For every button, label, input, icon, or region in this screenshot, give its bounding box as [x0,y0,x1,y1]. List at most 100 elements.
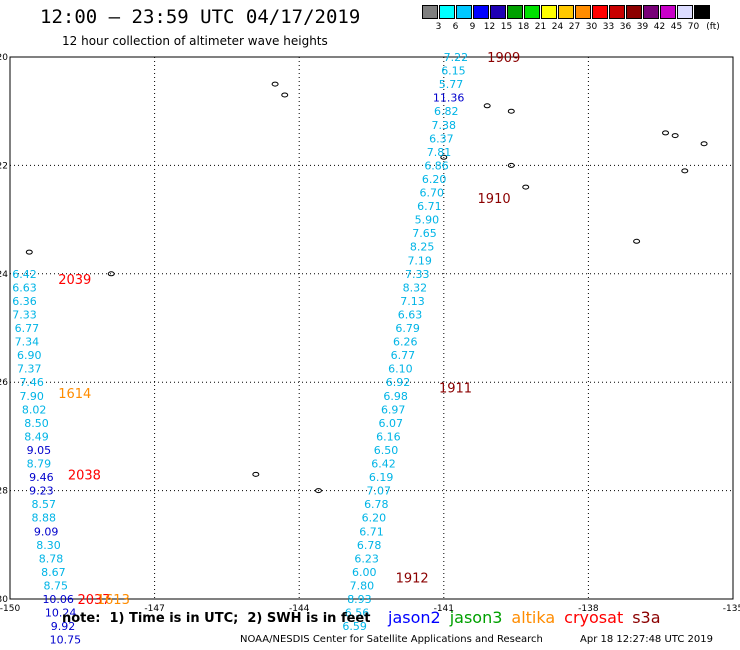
lon-tick-label: -135 [723,604,740,614]
wave-height-value: 6.97 [381,403,406,416]
legend-item-jason2: jason2 [388,608,441,627]
wave-height-value: 8.67 [41,566,66,579]
colorbar-swatch [456,5,472,19]
wave-height-value: 10.75 [50,634,82,647]
track-time-label: 1912 [396,571,429,586]
lat-tick-label: -24 [0,270,8,280]
wave-height-value: 8.02 [22,403,47,416]
wave-height-value: 6.82 [434,105,459,118]
wave-height-value: 6.42 [12,268,37,281]
wave-height-value: 6.10 [388,363,413,376]
wave-height-value: 8.25 [410,241,435,254]
island-outline [662,130,670,136]
colorbar-swatch [490,5,506,19]
wave-height-value: 6.15 [441,65,466,78]
island-outline [522,184,530,190]
wave-height-value: 6.77 [391,349,416,362]
wave-height-value: 6.00 [352,566,377,579]
wave-height-value: 9.09 [34,525,59,538]
colorbar-tick-label: 15 [500,22,513,32]
footer-date: Apr 18 12:27:48 UTC 2019 [580,634,713,645]
track-time-label: 2037 [77,593,110,608]
wave-height-value: 7.80 [350,579,375,592]
colorbar-tick-label: 9 [469,22,476,32]
wave-height-value: 6.92 [386,376,411,389]
wave-height-value: 7.38 [432,119,457,132]
wave-height-value: 8.49 [24,430,49,443]
legend-item-jason3: jason3 [449,608,503,627]
wave-height-value: 6.36 [12,295,37,308]
wave-height-value: 10.24 [45,607,77,620]
lat-tick-label: -22 [0,161,8,171]
colorbar-tick-label: 3 [435,22,442,32]
track-time-label: 2038 [68,468,101,483]
track-time-label: 1909 [487,51,520,66]
colorbar-swatch [643,5,659,19]
island-outline [281,92,289,98]
wave-height-value: 7.34 [15,336,40,349]
lon-tick-label: -141 [434,604,454,614]
colorbar-swatch [524,5,540,19]
wave-height-value: 7.46 [19,376,44,389]
wave-height-value: 8.57 [31,498,56,511]
wave-height-value: 6.42 [371,458,396,471]
island-outline [483,103,491,109]
colorbar [422,5,711,19]
track-time-label: 1613 [97,593,130,608]
wave-height-value: 9.46 [29,471,54,484]
lon-tick-label: -138 [578,604,599,614]
wave-height-value: 6.70 [420,187,445,200]
wave-height-value: 9.23 [29,485,54,498]
colorbar-swatch [439,5,455,19]
wave-height-value: 8.78 [39,552,64,565]
lon-tick-label: -144 [289,604,310,614]
island-outline [700,141,708,147]
colorbar-tick-label: 18 [517,22,530,32]
map-frame [9,56,734,600]
colorbar-tick-label: 27 [568,22,581,32]
wave-height-value: 6.26 [393,336,418,349]
colorbar-swatch [592,5,608,19]
wave-height-value: 7.33 [405,268,430,281]
colorbar-tick-label: 70 [687,22,700,32]
colorbar-swatch [473,5,489,19]
colorbar-swatch [677,5,693,19]
wave-height-value: 8.79 [27,458,52,471]
wave-height-value: 7.90 [19,390,44,403]
wave-height-value: 7.07 [366,485,391,498]
wave-height-value: 8.88 [31,512,56,525]
island-outline [314,488,322,494]
colorbar-swatch [694,5,710,19]
colorbar-swatch [660,5,676,19]
island-outline [271,81,279,87]
colorbar-swatch [541,5,557,19]
island-outline [507,162,515,168]
note-text: note: 1) Time is in UTC; 2) SWH is in fe… [62,611,371,626]
footer-credit: NOAA/NESDIS Center for Satellite Applica… [240,634,543,645]
wave-height-value: 6.56 [345,607,370,620]
island-outline [25,249,33,255]
wave-height-value: 7.37 [17,363,42,376]
lat-tick-label: -26 [0,378,8,388]
wave-height-value: 5.77 [439,78,464,91]
lon-tick-label: -150 [0,604,20,614]
wave-height-value: 6.78 [357,539,382,552]
wave-height-value: 6.90 [17,349,42,362]
wave-height-value: 8.50 [24,417,49,430]
colorbar-tick-label: 42 [653,22,666,32]
wave-height-value: 6.20 [422,173,447,186]
wave-height-value: 6.86 [424,159,449,172]
wave-height-value: 6.19 [369,471,394,484]
track-time-label: 1614 [58,387,91,402]
wave-height-value: 6.20 [362,512,387,525]
colorbar-labels: 3 6 9 12 15 18 21 24 27 30 33 36 39 42 45 70 (ft) [422,22,740,34]
wave-height-value: 6.16 [376,430,401,443]
wave-height-value: 8.93 [347,593,372,606]
map-subtitle: 12 hour collection of altimeter wave hei… [62,34,328,48]
wave-height-value: 6.23 [354,552,379,565]
wave-height-value: 7.33 [12,308,37,321]
colorbar-tick-label: 24 [551,22,564,32]
colorbar-tick-label: 21 [534,22,547,32]
colorbar-swatch [558,5,574,19]
wave-height-value: 7.22 [444,51,469,64]
